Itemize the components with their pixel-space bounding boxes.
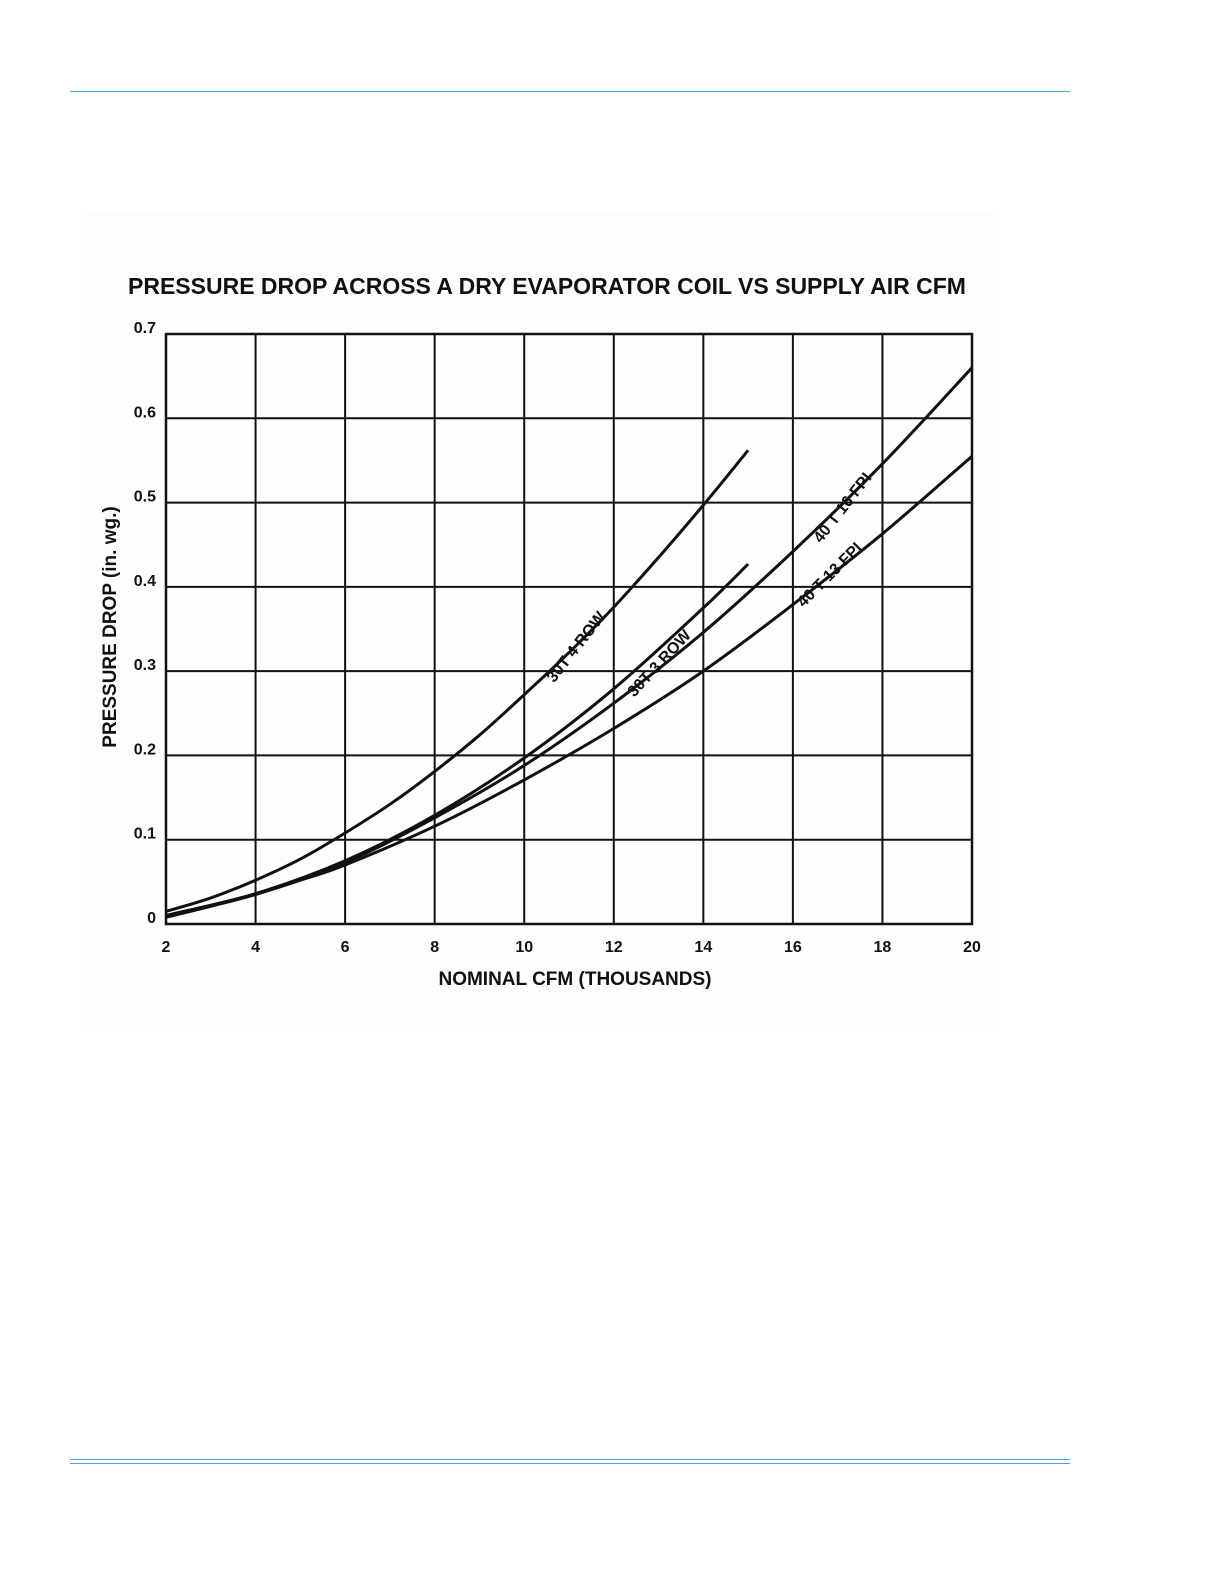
series-layer	[165, 366, 974, 919]
series-40t-16-fpi-label: 40 T 16 FPI	[811, 470, 876, 546]
x-tick-label: 16	[784, 939, 802, 956]
x-tick-label: 10	[515, 939, 533, 956]
series-40t-13-fpi-label: 40 T 13 FPI	[794, 540, 865, 611]
tick-labels: 2 4 6 8 10 12 14 16 18 20 0 0.1 0.2 0.3 0.4 0.5 0.6 0.7	[134, 320, 981, 956]
footer-rule-second	[70, 1463, 1070, 1464]
chart-figure: PRESSURE DROP ACROSS A DRY EVAPORATOR CO…	[82, 212, 998, 1030]
chart-title: PRESSURE DROP ACROSS A DRY EVAPORATOR CO…	[128, 273, 966, 299]
y-tick-label: 0.7	[134, 320, 156, 337]
x-tick-label: 2	[162, 939, 171, 956]
plot-frame	[164, 332, 974, 926]
header-rule	[70, 91, 1070, 92]
y-tick-label: 0.3	[134, 657, 156, 674]
footer-rule	[70, 1459, 1070, 1460]
x-tick-label: 20	[963, 939, 981, 956]
y-tick-label: 0.1	[134, 826, 156, 843]
x-tick-label: 14	[694, 939, 712, 956]
grid-layer	[164, 332, 974, 926]
x-tick-label: 12	[605, 939, 623, 956]
pressure-drop-chart: PRESSURE DROP ACROSS A DRY EVAPORATOR CO…	[100, 273, 981, 990]
x-tick-label: 4	[251, 939, 260, 956]
x-tick-label: 6	[341, 939, 350, 956]
series-30t-4-row-line	[165, 449, 750, 913]
y-axis-label: PRESSURE DROP (in. wg.)	[100, 506, 121, 747]
series-30t-3-row-line	[165, 563, 750, 918]
series-30t-4-row-label: 30T 4 ROW	[544, 608, 610, 686]
y-tick-label: 0.2	[134, 741, 156, 758]
x-axis-label: NOMINAL CFM (THOUSANDS)	[438, 969, 711, 990]
x-tick-label: 18	[874, 939, 892, 956]
series-40t-13-fpi-line	[165, 455, 973, 919]
x-tick-label: 8	[430, 939, 439, 956]
series-30t-3-row-label: 30T 3 ROW	[625, 626, 696, 700]
y-tick-label: 0.5	[134, 489, 156, 506]
y-tick-label: 0.4	[134, 573, 156, 590]
series-40t-16-fpi-line	[165, 366, 974, 918]
y-tick-label: 0.6	[134, 404, 156, 421]
y-tick-label: 0	[147, 910, 156, 927]
